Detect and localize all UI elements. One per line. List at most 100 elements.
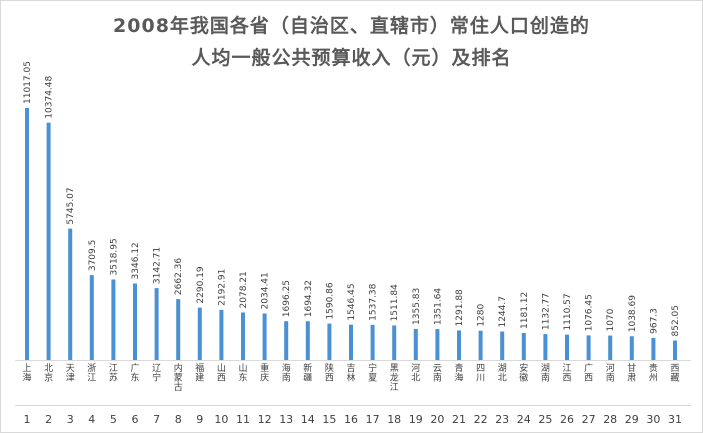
category-label: 江苏 bbox=[109, 363, 118, 384]
data-label: 3709.5 bbox=[88, 240, 98, 272]
bar bbox=[154, 288, 159, 360]
bar bbox=[435, 329, 440, 360]
category-label: 福建 bbox=[195, 362, 204, 384]
data-label: 11017.05 bbox=[23, 61, 33, 104]
data-label: 1070 bbox=[606, 308, 616, 331]
category-label: 陕西 bbox=[325, 362, 334, 384]
category-label: 宁夏 bbox=[368, 362, 377, 384]
category-label: 甘肃 bbox=[627, 362, 636, 384]
bar bbox=[284, 321, 289, 360]
chart-title-line-1: 2008年我国各省（自治区、直辖市）常住人口创造的 bbox=[113, 15, 590, 37]
data-label: 1076.45 bbox=[585, 294, 595, 331]
rank-label: 5 bbox=[110, 413, 117, 426]
category-label: 重庆 bbox=[260, 362, 269, 384]
data-label: 1696.25 bbox=[282, 280, 292, 317]
rank-label: 24 bbox=[517, 413, 531, 426]
bar bbox=[457, 330, 461, 360]
data-label: 967.3 bbox=[649, 308, 659, 334]
bar bbox=[673, 340, 677, 360]
data-label: 1537.38 bbox=[369, 283, 379, 320]
category-label: 广西 bbox=[584, 362, 593, 384]
rank-label: 8 bbox=[175, 413, 182, 426]
rank-label: 10 bbox=[214, 413, 228, 426]
bar bbox=[651, 337, 656, 360]
bar bbox=[349, 324, 353, 360]
rank-label: 12 bbox=[258, 413, 272, 426]
bar bbox=[586, 335, 591, 360]
data-label: 1355.83 bbox=[412, 288, 422, 325]
category-label: 安徽 bbox=[519, 362, 528, 384]
data-label: 3346.12 bbox=[131, 242, 141, 279]
bar bbox=[629, 336, 634, 360]
rank-label: 9 bbox=[196, 413, 203, 426]
category-label: 北京 bbox=[44, 363, 53, 384]
rank-label: 21 bbox=[452, 413, 466, 426]
rank-label: 22 bbox=[474, 413, 488, 426]
data-label: 3142.71 bbox=[153, 247, 163, 284]
rank-label: 17 bbox=[366, 413, 380, 426]
rank-label: 4 bbox=[88, 413, 95, 426]
bar bbox=[608, 335, 613, 360]
chart-title-line-2: 人均一般公共预算收入（元）及排名 bbox=[191, 47, 512, 69]
bar bbox=[500, 331, 505, 360]
data-label: 10374.48 bbox=[45, 75, 55, 118]
data-label: 1694.32 bbox=[304, 280, 314, 317]
rank-label: 29 bbox=[625, 413, 639, 426]
category-label: 湖北 bbox=[498, 363, 507, 384]
data-label: 1132.77 bbox=[541, 293, 551, 330]
data-label: 1546.45 bbox=[347, 283, 357, 320]
rank-label: 26 bbox=[560, 413, 574, 426]
bar bbox=[25, 108, 29, 360]
bar bbox=[68, 228, 73, 360]
category-label: 辽宁 bbox=[152, 363, 161, 384]
category-label: 广东 bbox=[130, 362, 139, 384]
bar bbox=[133, 283, 137, 360]
rank-label: 1 bbox=[24, 413, 31, 426]
category-label: 山东 bbox=[238, 363, 247, 384]
bar bbox=[176, 299, 181, 360]
bar bbox=[565, 334, 569, 360]
rank-label: 31 bbox=[668, 413, 682, 426]
data-label: 1351.64 bbox=[433, 288, 443, 325]
data-label: 1280 bbox=[477, 304, 487, 327]
category-label: 浙江 bbox=[87, 362, 96, 384]
category-label: 江西 bbox=[562, 363, 571, 384]
rank-label: 19 bbox=[409, 413, 423, 426]
data-label: 2290.19 bbox=[196, 266, 206, 303]
bar bbox=[543, 334, 548, 360]
rank-label: 27 bbox=[582, 413, 596, 426]
rank-label: 20 bbox=[430, 413, 444, 426]
rank-label: 14 bbox=[301, 413, 315, 426]
rank-label: 11 bbox=[236, 413, 250, 426]
rank-label: 13 bbox=[279, 413, 293, 426]
category-label: 河北 bbox=[411, 362, 420, 384]
data-label: 2034.41 bbox=[261, 272, 271, 309]
rank-label: 28 bbox=[603, 413, 617, 426]
category-label: 吉林 bbox=[346, 363, 355, 384]
category-label: 山西 bbox=[217, 363, 226, 384]
category-label: 云南 bbox=[433, 364, 442, 384]
bar bbox=[521, 332, 526, 360]
rank-label: 16 bbox=[344, 413, 358, 426]
data-label: 1511.84 bbox=[390, 284, 400, 321]
rank-label: 23 bbox=[495, 413, 509, 426]
data-label: 5745.07 bbox=[66, 187, 76, 224]
bar bbox=[89, 275, 94, 360]
bar bbox=[370, 324, 375, 360]
category-label: 黑龙江 bbox=[390, 363, 399, 393]
bar bbox=[197, 307, 202, 360]
category-label: 贵州 bbox=[649, 362, 658, 384]
category-label: 新疆 bbox=[303, 362, 312, 384]
category-label: 四川 bbox=[476, 364, 485, 384]
category-label: 河南 bbox=[606, 362, 615, 384]
rank-label: 7 bbox=[153, 413, 160, 426]
rank-label: 3 bbox=[67, 413, 74, 426]
bar bbox=[305, 321, 310, 360]
rank-label: 25 bbox=[538, 413, 552, 426]
data-label: 1181.12 bbox=[520, 292, 530, 329]
bar bbox=[262, 313, 267, 360]
data-label: 1110.57 bbox=[563, 293, 573, 330]
bar bbox=[111, 279, 116, 360]
